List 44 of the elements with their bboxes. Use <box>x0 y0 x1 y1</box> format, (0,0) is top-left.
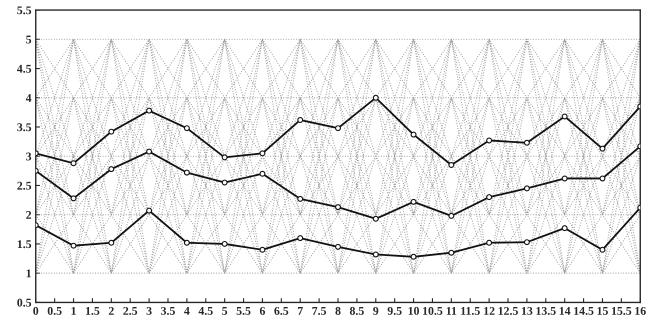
x-tick-label: 14 <box>560 306 570 315</box>
x-tick-label: 7.5 <box>312 307 326 315</box>
x-tick-label: 10 <box>408 306 420 315</box>
x-tick-label: 5.5 <box>236 307 250 315</box>
y-tick-label: 5.5 <box>17 6 32 14</box>
x-tick-label: 2 <box>108 306 114 315</box>
y-tick-label: 2.5 <box>17 182 32 190</box>
x-tick-label: 13.5 <box>536 306 556 315</box>
x-tick-label: 9.5 <box>388 306 402 315</box>
x-tick-label: 1.5 <box>86 306 100 315</box>
x-tick-label: 8 <box>335 306 341 315</box>
x-tick-label: 8.5 <box>350 306 364 315</box>
x-tick-label: 14.5 <box>574 306 594 315</box>
x-tick-label: 0 <box>33 306 38 315</box>
x-tick-label: 15.5 <box>612 306 632 315</box>
x-tick-label: 15 <box>598 306 608 315</box>
x-tick-label: 3.5 <box>161 306 175 315</box>
y-tick-label: 2 <box>26 210 32 219</box>
x-tick-label: 12.5 <box>498 306 518 315</box>
y-tick-label: 4 <box>26 94 32 102</box>
x-tick-label: 16 <box>635 306 646 315</box>
x-tick-label: 3 <box>146 306 152 315</box>
y-tick-label: 1 <box>26 269 31 278</box>
x-tick-label: 11 <box>446 306 456 315</box>
x-tick-label: 0.5 <box>48 306 62 315</box>
x-tick-label: 2.5 <box>123 306 138 315</box>
x-tick-label: 5 <box>222 307 228 315</box>
x-tick-label: 12 <box>484 306 495 315</box>
x-tick-label: 11.5 <box>461 306 480 315</box>
y-tick-label: 0.5 <box>17 298 32 307</box>
y-tick-label: 3 <box>26 152 32 160</box>
x-tick-label: 4 <box>184 306 190 315</box>
y-tick-label: 3.5 <box>17 123 32 132</box>
x-tick-label: 10.5 <box>423 306 442 315</box>
x-tick-label: 7 <box>298 307 303 315</box>
y-tick-label: 4.5 <box>16 64 32 73</box>
x-tick-label: 13 <box>522 306 532 315</box>
x-tick-label: 4.5 <box>198 306 213 315</box>
x-tick-label: 6 <box>260 306 266 315</box>
x-tick-label: 1 <box>72 306 76 315</box>
x-tick-label: 9 <box>373 306 378 315</box>
y-tick-label: 5 <box>26 36 32 44</box>
y-tick-label: 1.5 <box>18 240 32 248</box>
x-tick-label: 6.5 <box>274 306 288 315</box>
